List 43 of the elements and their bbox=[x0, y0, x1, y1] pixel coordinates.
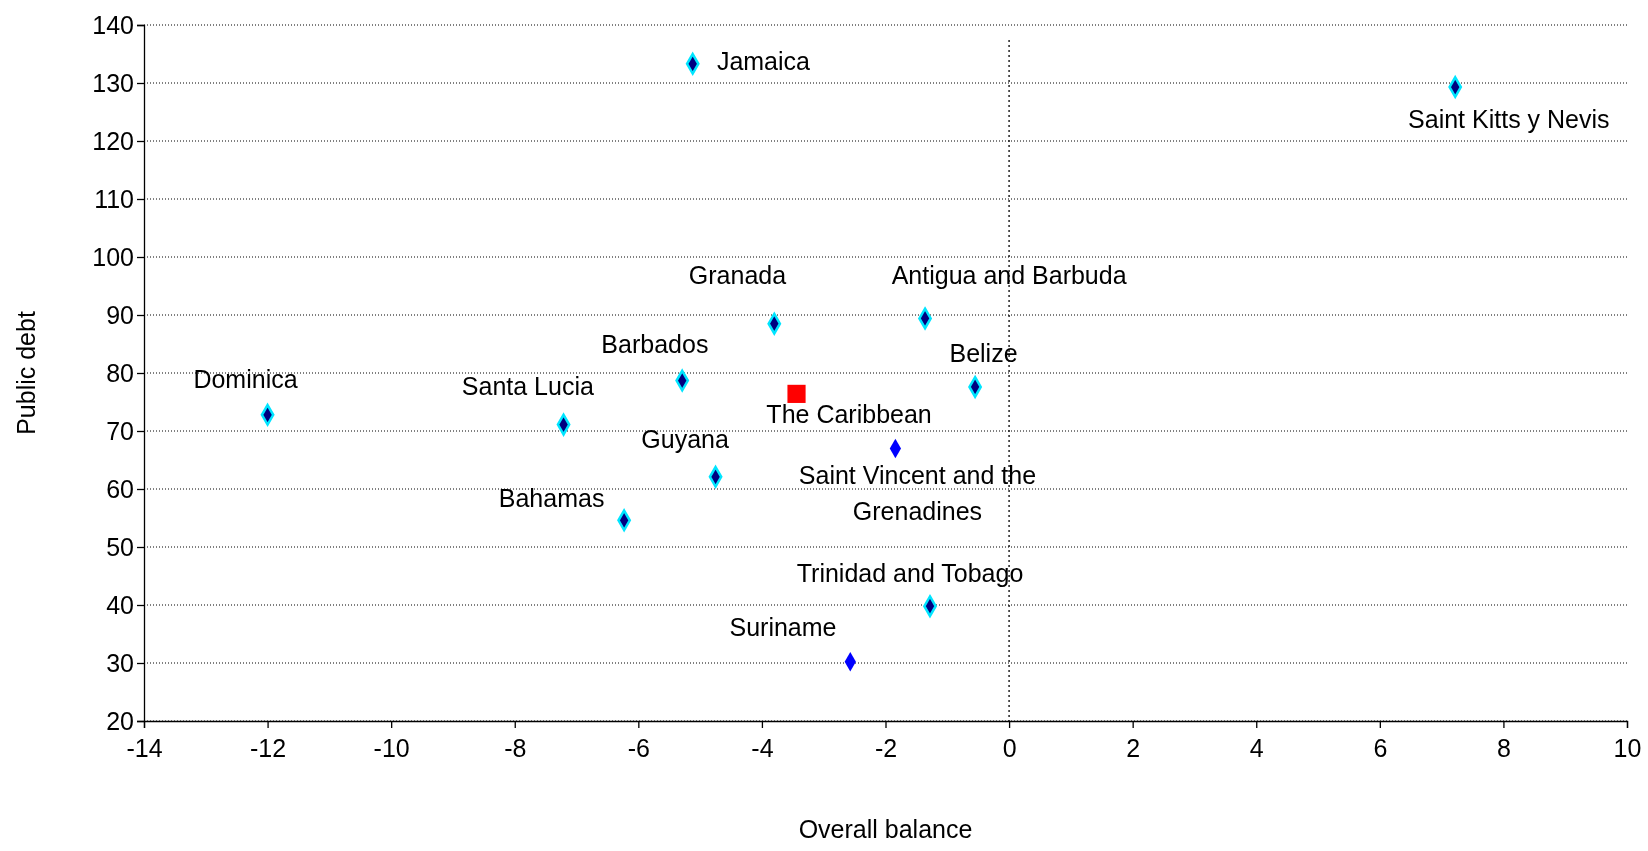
y-tick-label: 60 bbox=[106, 474, 134, 503]
series-label: Saint Vincent and the Grenadines bbox=[798, 460, 1037, 525]
y-tick-label: 110 bbox=[94, 184, 134, 213]
x-tick-label: 4 bbox=[1249, 734, 1264, 763]
x-tick-label: 6 bbox=[1373, 734, 1388, 763]
x-tick-label: -4 bbox=[751, 734, 774, 763]
x-tick-label: -10 bbox=[373, 734, 410, 763]
y-tick-label: 30 bbox=[106, 648, 134, 677]
x-tick-label: -12 bbox=[250, 734, 287, 763]
x-tick-label: 2 bbox=[1126, 734, 1141, 763]
point bbox=[787, 384, 806, 403]
y-axis-title: Public debt bbox=[12, 311, 40, 435]
x-tick-label: 10 bbox=[1613, 734, 1642, 763]
y-tick-label: 140 bbox=[92, 10, 134, 39]
x-axis-title: Overall balance bbox=[798, 815, 973, 843]
y-tick-label: 90 bbox=[106, 300, 134, 329]
x-tick-label: -6 bbox=[627, 734, 650, 763]
x-tick-label: -8 bbox=[504, 734, 527, 763]
series-label: Belize bbox=[949, 339, 1018, 368]
y-tick-label: 100 bbox=[92, 242, 134, 271]
series-label: Bahamas bbox=[498, 484, 605, 513]
x-tick-label: 8 bbox=[1496, 734, 1511, 763]
y-tick-label: 80 bbox=[106, 358, 134, 387]
series-label: Guyana bbox=[641, 424, 729, 453]
series-label: Saint Kitts y Nevis bbox=[1408, 104, 1610, 133]
y-tick-label: 130 bbox=[92, 68, 134, 97]
x-tick-label: 0 bbox=[1002, 734, 1017, 763]
x-tick-label: -14 bbox=[126, 734, 163, 763]
series-label: Antigua and Barbuda bbox=[891, 261, 1127, 290]
y-tick-label: 20 bbox=[106, 706, 134, 735]
series-label: Barbados bbox=[601, 329, 709, 358]
x-tick-label: -2 bbox=[874, 734, 898, 763]
y-tick-label: 120 bbox=[92, 126, 134, 155]
series-label: Trinidad and Tobago bbox=[796, 558, 1024, 587]
y-tick-label: 40 bbox=[106, 590, 134, 619]
series-label: Dominica bbox=[193, 365, 298, 394]
series-label: Granada bbox=[688, 261, 787, 290]
y-tick-label: 70 bbox=[106, 416, 134, 445]
series-label: Suriname bbox=[729, 613, 837, 642]
series-label: The Caribbean bbox=[766, 399, 932, 428]
series-label: Jamaica bbox=[716, 46, 811, 75]
y-tick-label: 50 bbox=[106, 532, 134, 561]
series-label: Santa Lucia bbox=[461, 371, 594, 400]
